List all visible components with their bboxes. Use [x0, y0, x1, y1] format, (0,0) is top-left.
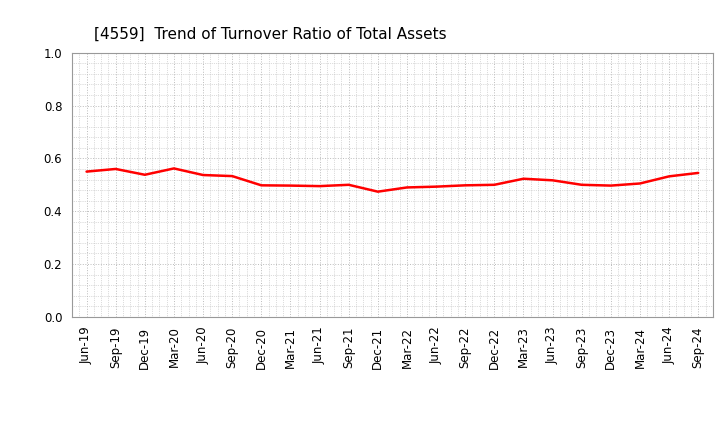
Text: [4559]  Trend of Turnover Ratio of Total Assets: [4559] Trend of Turnover Ratio of Total …	[94, 26, 446, 41]
